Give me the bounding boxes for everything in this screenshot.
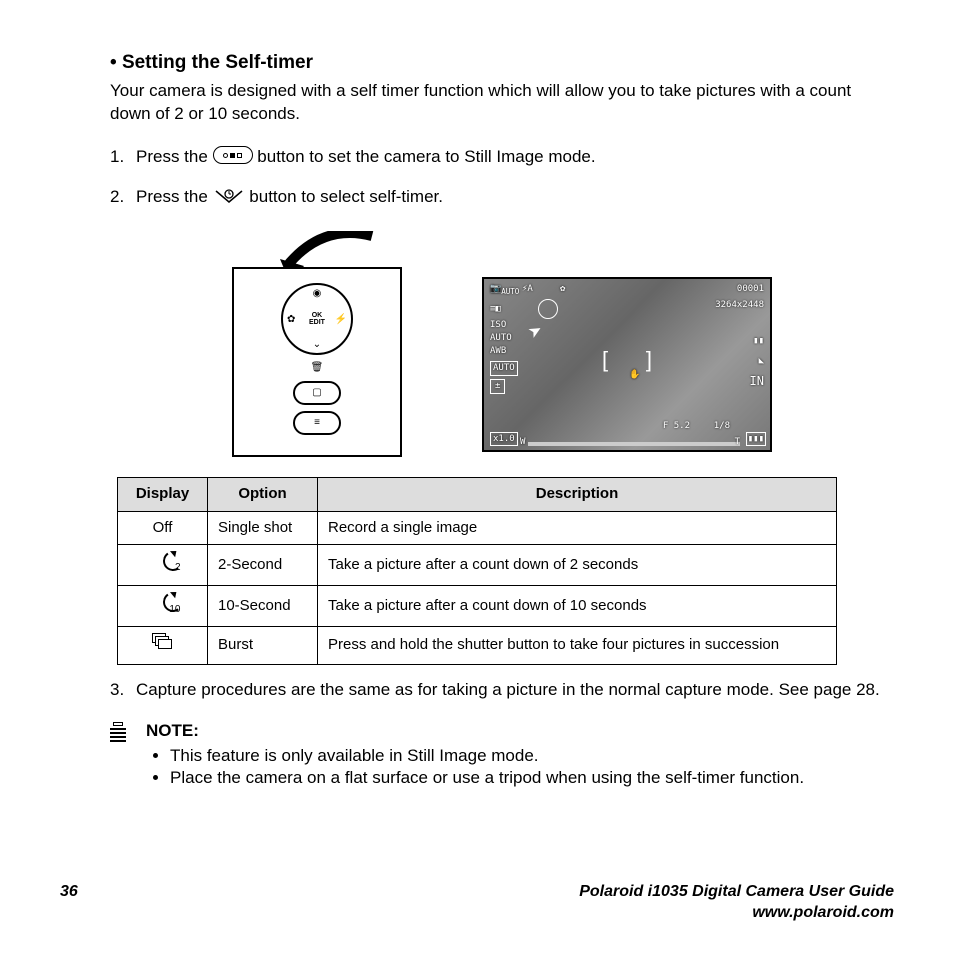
lcd-iso: ISOAUTO <box>490 319 512 343</box>
lcd-histogram-icon: ▮▮ <box>753 335 764 347</box>
lcd-arrow-icon: ➤ <box>524 319 546 344</box>
lcd-auto-box: AUTO <box>490 361 518 375</box>
dpad-control: OKEDIT ◉ ⌄ ✿ ⚡ <box>281 283 353 355</box>
step-list-cont: 3. Capture procedures are the same as fo… <box>110 679 894 702</box>
lcd-focus-brackets <box>602 345 652 385</box>
cell-display: Off <box>118 511 208 544</box>
cell-desc: Press and hold the shutter button to tak… <box>318 627 837 664</box>
step3-text: Capture procedures are the same as for t… <box>136 679 894 702</box>
th-display: Display <box>118 478 208 511</box>
figures-row: OKEDIT ◉ ⌄ ✿ ⚡ 🗑 ▢ ≡ ➤ 📷AUTO ⚡A ✿ 00001 … <box>110 227 894 457</box>
note-block: NOTE: This feature is only available in … <box>110 720 894 791</box>
dpad-left-icon: ✿ <box>287 313 295 327</box>
timer-2s-icon: 2 <box>151 551 175 573</box>
cell-option: Burst <box>208 627 318 664</box>
cell-display <box>118 627 208 664</box>
dpad-right-icon: ⚡ <box>335 313 347 327</box>
note-heading: NOTE: <box>146 720 894 743</box>
lcd-resolution: 3264x2448 <box>715 299 764 311</box>
step-list: 1. Press the button to set the camera to… <box>110 146 894 210</box>
table-row: Off Single shot Record a single image <box>118 511 837 544</box>
table-row: 2 2-Second Take a picture after a count … <box>118 544 837 585</box>
cell-desc: Take a picture after a count down of 10 … <box>318 586 837 627</box>
section-intro: Your camera is designed with a self time… <box>110 80 894 126</box>
lcd-shutter: 1/8 <box>714 420 730 432</box>
th-description: Description <box>318 478 837 511</box>
options-table: Display Option Description Off Single sh… <box>117 477 837 664</box>
lcd-macro-icon: ✿ <box>560 283 565 295</box>
edit-label: EDIT <box>309 319 325 326</box>
step-1: 1. Press the button to set the camera to… <box>110 146 894 169</box>
cell-display: 10 <box>118 586 208 627</box>
lcd-aperture: F 5.2 <box>663 420 690 432</box>
page-number: 36 <box>60 881 78 903</box>
lcd-ev-icon: ± <box>490 379 505 393</box>
lcd-zoom: x1.0 <box>490 432 518 446</box>
note-item: Place the camera on a flat surface or us… <box>170 767 894 790</box>
step-3: 3. Capture procedures are the same as fo… <box>110 679 894 702</box>
lcd-highlight-circle <box>538 299 558 319</box>
lcd-zoom-bar <box>528 442 740 446</box>
step1-pre: Press the <box>136 147 213 166</box>
timer-10s-icon: 10 <box>151 592 175 614</box>
lcd-zoom-w: W <box>520 436 525 448</box>
lcd-zoom-t: T <box>735 436 740 448</box>
section-title: Setting the Self-timer <box>110 50 894 76</box>
cell-desc: Take a picture after a count down of 2 s… <box>318 544 837 585</box>
step-number: 3. <box>110 679 136 702</box>
lcd-awb: AWB <box>490 345 506 357</box>
note-item: This feature is only available in Still … <box>170 745 894 768</box>
step2-post: button to select self-timer. <box>249 187 443 206</box>
cell-desc: Record a single image <box>318 511 837 544</box>
dpad-up-icon: ◉ <box>313 287 322 301</box>
lcd-quality-icon: ≡◧ <box>490 303 501 315</box>
table-row: 10 10-Second Take a picture after a coun… <box>118 586 837 627</box>
lcd-storage: IN <box>750 373 764 389</box>
step-number: 2. <box>110 186 136 209</box>
burst-icon <box>152 633 174 651</box>
camera-back-diagram: OKEDIT ◉ ⌄ ✿ ⚡ 🗑 ▢ ≡ <box>232 267 402 457</box>
camera-figure: OKEDIT ◉ ⌄ ✿ ⚡ 🗑 ▢ ≡ <box>232 267 432 457</box>
th-option: Option <box>208 478 318 511</box>
menu-button-icon: ≡ <box>293 411 341 435</box>
lcd-sharp-icon: ◣ <box>759 355 764 367</box>
step-number: 1. <box>110 146 136 169</box>
ok-label: OK <box>312 312 323 319</box>
lcd-flash-icon: ⚡A <box>522 283 533 295</box>
down-timer-button-icon <box>213 188 245 206</box>
step1-post: button to set the camera to Still Image … <box>257 147 595 166</box>
cell-option: 2-Second <box>208 544 318 585</box>
cell-option: Single shot <box>208 511 318 544</box>
cell-display: 2 <box>118 544 208 585</box>
table-row: Burst Press and hold the shutter button … <box>118 627 837 664</box>
step2-pre: Press the <box>136 187 213 206</box>
footer-guide-title: Polaroid i1035 Digital Camera User Guide <box>579 883 894 900</box>
footer-url: www.polaroid.com <box>752 904 894 921</box>
step-2: 2. Press the button to select self-timer… <box>110 186 894 209</box>
display-button-icon: ▢ <box>293 381 341 405</box>
mode-button-icon <box>213 146 253 164</box>
note-icon <box>110 720 130 791</box>
dpad-down-icon: ⌄ <box>313 338 321 352</box>
trash-icon: 🗑 <box>311 361 324 375</box>
lcd-preview: ➤ 📷AUTO ⚡A ✿ 00001 3264x2448 ≡◧ ISOAUTO … <box>482 277 772 452</box>
lcd-counter: 00001 <box>737 283 764 295</box>
lcd-battery-icon: ▮▮▮ <box>746 432 766 446</box>
lcd-mode-icon: 📷AUTO <box>490 283 519 297</box>
cell-option: 10-Second <box>208 586 318 627</box>
page-footer: 36 Polaroid i1035 Digital Camera User Gu… <box>60 881 894 924</box>
